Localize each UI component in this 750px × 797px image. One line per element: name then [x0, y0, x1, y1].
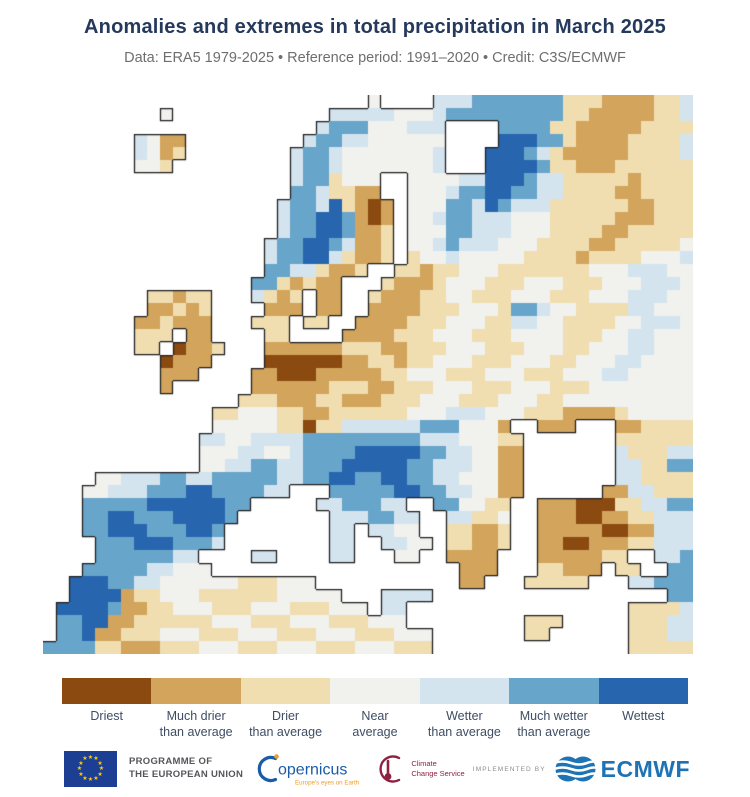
- copernicus-wordmark: opernicus: [278, 762, 347, 779]
- legend-swatch: [151, 678, 241, 704]
- legend-label: Wettest: [622, 709, 665, 723]
- ecmwf-logo: IMPLEMENTED BY ECMWF: [473, 755, 690, 783]
- page-subtitle: Data: ERA5 1979-2025 • Reference period:…: [124, 50, 626, 66]
- legend-color-bar: [62, 678, 688, 704]
- c3s-label: Climate Change Service: [411, 759, 465, 778]
- copernicus-logo: opernicus Europe's eyes on Earth: [251, 747, 363, 791]
- precipitation-anomaly-map: [43, 95, 693, 654]
- legend-label: Wetter than average: [427, 709, 501, 740]
- eu-flag-star: ★: [97, 760, 103, 767]
- ecmwf-logo-icon: [554, 756, 597, 782]
- legend-label: Near average: [352, 709, 398, 740]
- footer: ★ ★ ★ ★ ★ ★ ★ ★ ★ ★ ★ ★ PROGRAMME OF THE EUROPEAN U…: [64, 744, 690, 794]
- eu-flag-star: ★: [97, 771, 103, 778]
- eu-flag-star: ★: [82, 775, 88, 782]
- page-title: Anomalies and extremes in total precipit…: [84, 16, 666, 38]
- implemented-by-label: IMPLEMENTED BY: [472, 765, 546, 773]
- c3s-logo: Climate Change Service: [371, 747, 465, 791]
- legend-swatch: [509, 678, 599, 704]
- eu-flag-star: ★: [87, 777, 94, 783]
- legend-swatch: [330, 678, 420, 704]
- eu-flag-star: ★: [76, 766, 83, 772]
- legend-swatch: [62, 678, 152, 704]
- eu-flag-star: ★: [93, 775, 99, 782]
- eu-flag-star: ★: [87, 755, 94, 761]
- legend-label: Much wetter than average: [517, 709, 591, 740]
- legend-labels: Driest Much drier than average Drier than …: [62, 708, 688, 741]
- legend-label: Much drier than average: [159, 709, 233, 740]
- eu-programme-label: PROGRAMME OF THE EUROPEAN UNION: [129, 756, 244, 780]
- eu-programme-block: ★ ★ ★ ★ ★ ★ ★ ★ ★ ★ ★ ★ PROGRAMME OF THE EUROPEAN U…: [64, 751, 243, 787]
- eu-flag-star: ★: [93, 756, 99, 763]
- copernicus-logo-icon: opernicus Europe's eyes on Earth: [258, 754, 360, 787]
- ecmwf-wordmark: ECMWF: [600, 755, 690, 782]
- legend-label: Drier than average: [249, 709, 323, 740]
- legend-swatch: [240, 678, 331, 704]
- eu-flag-star: ★: [78, 760, 84, 767]
- legend-swatch: [419, 678, 510, 704]
- eu-flag-icon: ★ ★ ★ ★ ★ ★ ★ ★ ★ ★ ★ ★: [64, 751, 117, 787]
- eu-flag-star: ★: [78, 771, 84, 778]
- c3s-logo-icon: [379, 755, 401, 783]
- legend-swatch: [598, 678, 688, 704]
- eu-flag-star: ★: [98, 766, 105, 772]
- eu-flag-star: ★: [82, 756, 88, 763]
- copernicus-tagline: Europe's eyes on Earth: [295, 780, 360, 787]
- legend-label: Driest: [90, 709, 124, 723]
